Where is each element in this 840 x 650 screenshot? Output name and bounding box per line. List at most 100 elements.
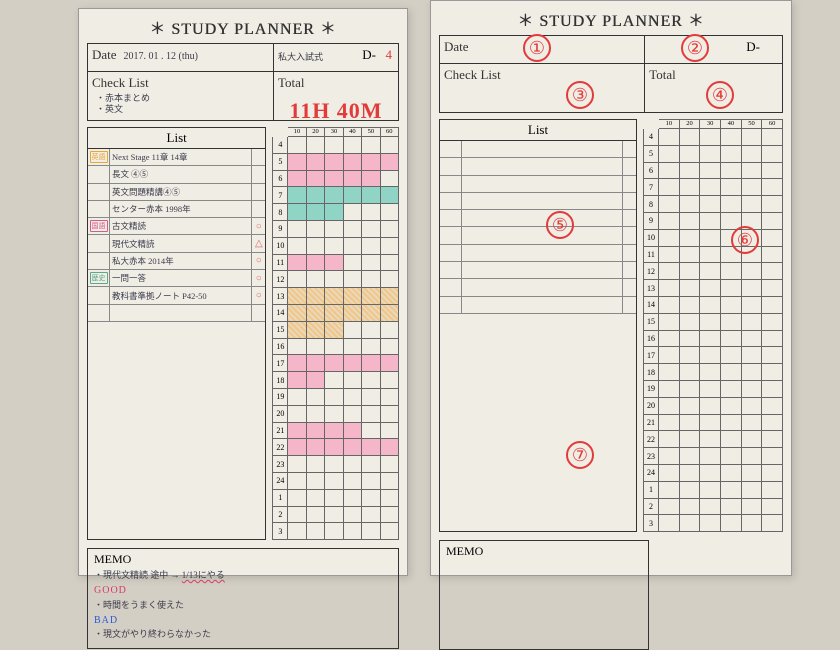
- time-cell: [344, 171, 362, 188]
- time-cell: [344, 238, 362, 255]
- time-row: 10: [643, 230, 783, 247]
- time-cell: [680, 163, 701, 180]
- total-cell: Total 11H 40M: [274, 72, 398, 120]
- time-cell: [381, 473, 399, 490]
- time-row: 12: [272, 271, 399, 288]
- hour-label: 5: [643, 146, 659, 163]
- time-row: 5: [643, 146, 783, 163]
- time-cell: [659, 263, 680, 280]
- time-grid: 102030405060 456789101112131415161718192…: [643, 119, 783, 532]
- time-cell: [307, 322, 325, 339]
- check-items: ・赤本まとめ・英文: [92, 93, 269, 115]
- list-row: 長文 ④⑤: [88, 166, 265, 183]
- time-cell: [325, 456, 343, 473]
- title: ＊ STUDY PLANNER ＊: [79, 15, 407, 39]
- planner-right: ＊ STUDY PLANNER ＊ Date D- Check List Tot…: [430, 0, 792, 576]
- time-cell: [307, 154, 325, 171]
- time-cell: [344, 322, 362, 339]
- time-cell: [381, 339, 399, 356]
- time-cell: [680, 465, 701, 482]
- hour-label: 15: [272, 322, 288, 339]
- time-cell: [288, 456, 306, 473]
- time-cell: [659, 364, 680, 381]
- annotation-circle: ③: [566, 81, 594, 109]
- d-value: 4: [386, 47, 393, 63]
- hour-label: 22: [643, 431, 659, 448]
- check-item: ・赤本まとめ: [96, 93, 269, 104]
- hour-label: 19: [643, 381, 659, 398]
- time-cell: [344, 187, 362, 204]
- time-cell: [325, 305, 343, 322]
- time-cell: [742, 280, 763, 297]
- time-cell: [762, 213, 783, 230]
- time-cell: [659, 499, 680, 516]
- time-cell: [742, 129, 763, 146]
- time-cell: [700, 314, 721, 331]
- memo-box: MEMO: [439, 540, 649, 650]
- time-cell: [721, 331, 742, 348]
- time-row: 2: [643, 499, 783, 516]
- checklist-cell: Check List: [440, 64, 645, 112]
- total-value: 11H 40M: [278, 98, 394, 124]
- time-cell: [307, 305, 325, 322]
- hour-label: 20: [272, 406, 288, 423]
- time-cell: [381, 171, 399, 188]
- subject-tag: 国語: [88, 218, 110, 234]
- time-cell: [762, 364, 783, 381]
- hour-label: 22: [272, 439, 288, 456]
- time-cell: [700, 499, 721, 516]
- time-cell: [288, 171, 306, 188]
- hour-label: 16: [272, 339, 288, 356]
- time-cell: [742, 415, 763, 432]
- time-row: 9: [643, 213, 783, 230]
- time-cell: [288, 305, 306, 322]
- time-cell: [721, 163, 742, 180]
- hour-label: 23: [643, 448, 659, 465]
- list-row: [440, 193, 636, 210]
- hour-label: 4: [643, 129, 659, 146]
- time-cell: [307, 473, 325, 490]
- time-cell: [307, 490, 325, 507]
- time-cell: [288, 255, 306, 272]
- time-row: 12: [643, 263, 783, 280]
- time-cell: [721, 146, 742, 163]
- time-cell: [325, 187, 343, 204]
- time-cell: [362, 271, 380, 288]
- top-grid: Date 2017. 01 . 12 (thu) 私大入試式 D- 4 Chec…: [87, 43, 399, 121]
- time-row: 7: [643, 179, 783, 196]
- time-cell: [742, 263, 763, 280]
- time-grid: 102030405060 456789101112131415161718192…: [272, 127, 399, 540]
- time-cell: [325, 372, 343, 389]
- time-row: 20: [272, 406, 399, 423]
- time-cell: [362, 204, 380, 221]
- time-cell: [362, 288, 380, 305]
- time-cell: [344, 204, 362, 221]
- time-cell: [381, 288, 399, 305]
- time-cell: [307, 372, 325, 389]
- time-cell: [307, 507, 325, 524]
- time-cell: [325, 439, 343, 456]
- time-cell: [721, 314, 742, 331]
- hour-label: 18: [272, 372, 288, 389]
- time-col-head: 40: [344, 127, 362, 137]
- time-row: 1: [643, 482, 783, 499]
- list-header: List: [440, 120, 636, 141]
- list-row: 英文問題精講④⑤: [88, 184, 265, 201]
- d-cell: 私大入試式 D- 4: [274, 44, 398, 72]
- time-row: 11: [643, 247, 783, 264]
- task-mark: [251, 166, 265, 182]
- time-cell: [680, 482, 701, 499]
- time-cell: [659, 196, 680, 213]
- time-col-head: 50: [362, 127, 380, 137]
- time-cell: [700, 230, 721, 247]
- time-cell: [381, 255, 399, 272]
- time-cell: [325, 288, 343, 305]
- time-cell: [721, 297, 742, 314]
- hour-label: 9: [643, 213, 659, 230]
- hour-label: 17: [643, 347, 659, 364]
- time-cell: [325, 423, 343, 440]
- task-text: 教科書準拠ノート P42-50: [110, 290, 251, 302]
- time-cell: [680, 213, 701, 230]
- annotation-circle: ⑥: [731, 226, 759, 254]
- hour-label: 14: [643, 297, 659, 314]
